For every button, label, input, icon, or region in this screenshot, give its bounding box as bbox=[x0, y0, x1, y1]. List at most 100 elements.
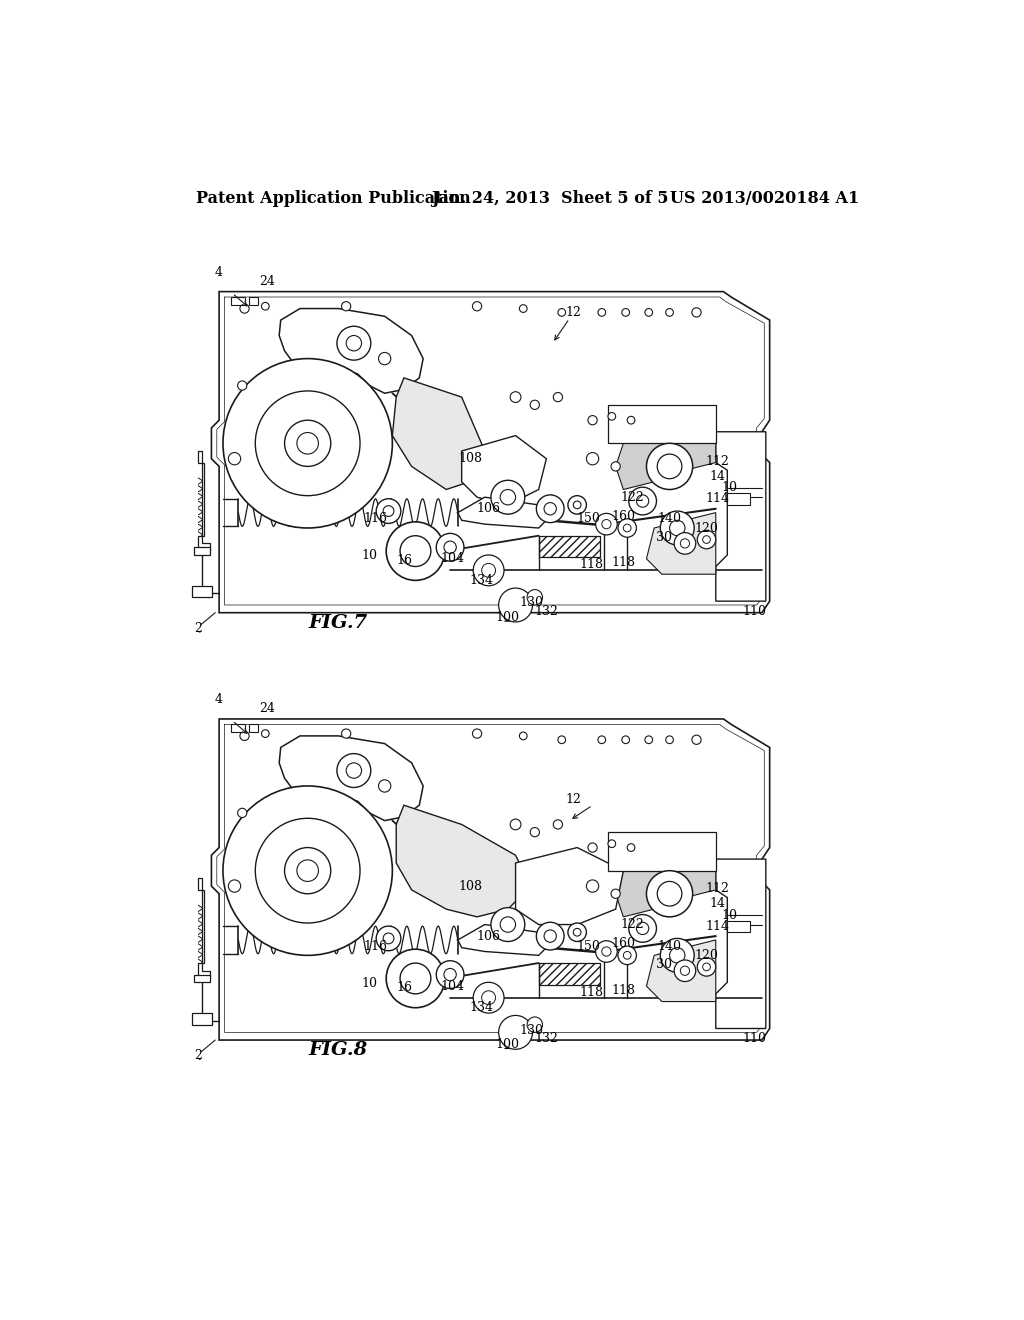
Circle shape bbox=[666, 737, 674, 743]
Circle shape bbox=[617, 946, 637, 965]
Circle shape bbox=[223, 785, 392, 956]
Text: Patent Application Publication: Patent Application Publication bbox=[196, 190, 471, 207]
Circle shape bbox=[702, 536, 711, 544]
Bar bbox=[249, 725, 258, 733]
Text: 2: 2 bbox=[195, 622, 203, 635]
Circle shape bbox=[573, 502, 581, 508]
Circle shape bbox=[481, 564, 496, 577]
Text: 16: 16 bbox=[396, 981, 413, 994]
Circle shape bbox=[444, 541, 457, 553]
Circle shape bbox=[285, 420, 331, 466]
Circle shape bbox=[558, 737, 565, 743]
Circle shape bbox=[645, 737, 652, 743]
Polygon shape bbox=[199, 878, 210, 978]
Polygon shape bbox=[458, 498, 550, 528]
Circle shape bbox=[624, 952, 631, 960]
Text: 110: 110 bbox=[742, 1032, 766, 1045]
Circle shape bbox=[285, 847, 331, 894]
Circle shape bbox=[457, 890, 466, 899]
Circle shape bbox=[499, 1015, 532, 1049]
Circle shape bbox=[519, 305, 527, 313]
Circle shape bbox=[596, 513, 617, 535]
Text: 10: 10 bbox=[722, 908, 737, 921]
Text: 16: 16 bbox=[396, 554, 413, 566]
Text: 116: 116 bbox=[364, 512, 387, 525]
Circle shape bbox=[608, 413, 615, 420]
Text: 106: 106 bbox=[476, 929, 501, 942]
Text: 116: 116 bbox=[364, 940, 387, 953]
Polygon shape bbox=[280, 309, 423, 393]
Text: 104: 104 bbox=[440, 552, 465, 565]
Circle shape bbox=[622, 737, 630, 743]
Text: 108: 108 bbox=[459, 879, 483, 892]
Bar bbox=[230, 725, 245, 733]
Circle shape bbox=[645, 309, 652, 317]
Text: US 2013/0020184 A1: US 2013/0020184 A1 bbox=[670, 190, 859, 207]
Circle shape bbox=[527, 1016, 543, 1032]
Circle shape bbox=[436, 533, 464, 561]
Circle shape bbox=[660, 939, 694, 973]
Circle shape bbox=[527, 590, 543, 605]
Circle shape bbox=[697, 531, 716, 549]
Circle shape bbox=[240, 731, 249, 741]
Circle shape bbox=[510, 392, 521, 403]
Polygon shape bbox=[211, 292, 770, 612]
Circle shape bbox=[588, 416, 597, 425]
Circle shape bbox=[568, 923, 587, 941]
Circle shape bbox=[646, 444, 692, 490]
Circle shape bbox=[628, 416, 635, 424]
Circle shape bbox=[674, 533, 695, 554]
Circle shape bbox=[500, 490, 515, 506]
Circle shape bbox=[223, 359, 392, 528]
Polygon shape bbox=[195, 974, 210, 982]
Text: 4: 4 bbox=[215, 693, 223, 706]
Circle shape bbox=[376, 927, 400, 950]
Text: 134: 134 bbox=[470, 574, 494, 587]
Circle shape bbox=[337, 326, 371, 360]
Circle shape bbox=[297, 859, 318, 882]
Circle shape bbox=[436, 961, 464, 989]
Circle shape bbox=[680, 539, 689, 548]
Circle shape bbox=[342, 302, 351, 312]
Text: 24: 24 bbox=[260, 702, 275, 715]
Circle shape bbox=[670, 948, 685, 964]
Text: 108: 108 bbox=[459, 453, 483, 465]
Circle shape bbox=[400, 536, 431, 566]
Circle shape bbox=[228, 880, 241, 892]
Text: 100: 100 bbox=[496, 1038, 520, 1051]
Circle shape bbox=[697, 958, 716, 977]
Text: 24: 24 bbox=[260, 275, 275, 288]
Text: 130: 130 bbox=[519, 597, 543, 610]
Circle shape bbox=[530, 828, 540, 837]
Circle shape bbox=[346, 763, 361, 779]
Text: 12: 12 bbox=[565, 792, 582, 805]
Circle shape bbox=[473, 554, 504, 586]
Text: 10: 10 bbox=[361, 549, 377, 562]
Text: 2: 2 bbox=[195, 1049, 203, 1063]
Text: 120: 120 bbox=[694, 949, 719, 962]
Circle shape bbox=[519, 733, 527, 739]
Text: 140: 140 bbox=[657, 940, 682, 953]
Circle shape bbox=[444, 969, 457, 981]
Circle shape bbox=[537, 495, 564, 523]
Text: 150: 150 bbox=[577, 940, 601, 953]
Circle shape bbox=[379, 352, 391, 364]
Circle shape bbox=[628, 843, 635, 851]
Circle shape bbox=[481, 991, 496, 1005]
Polygon shape bbox=[458, 924, 550, 956]
Circle shape bbox=[386, 521, 444, 581]
Circle shape bbox=[255, 818, 360, 923]
Bar bbox=[727, 921, 751, 932]
Circle shape bbox=[544, 503, 556, 515]
Circle shape bbox=[558, 309, 565, 317]
Bar bbox=[539, 536, 600, 557]
Circle shape bbox=[670, 520, 685, 536]
Circle shape bbox=[573, 928, 581, 936]
Text: 110: 110 bbox=[742, 605, 766, 618]
Circle shape bbox=[500, 917, 515, 932]
Text: 130: 130 bbox=[519, 1023, 543, 1036]
Text: 112: 112 bbox=[706, 454, 729, 467]
Circle shape bbox=[261, 730, 269, 738]
Circle shape bbox=[588, 843, 597, 853]
Text: 118: 118 bbox=[611, 556, 635, 569]
